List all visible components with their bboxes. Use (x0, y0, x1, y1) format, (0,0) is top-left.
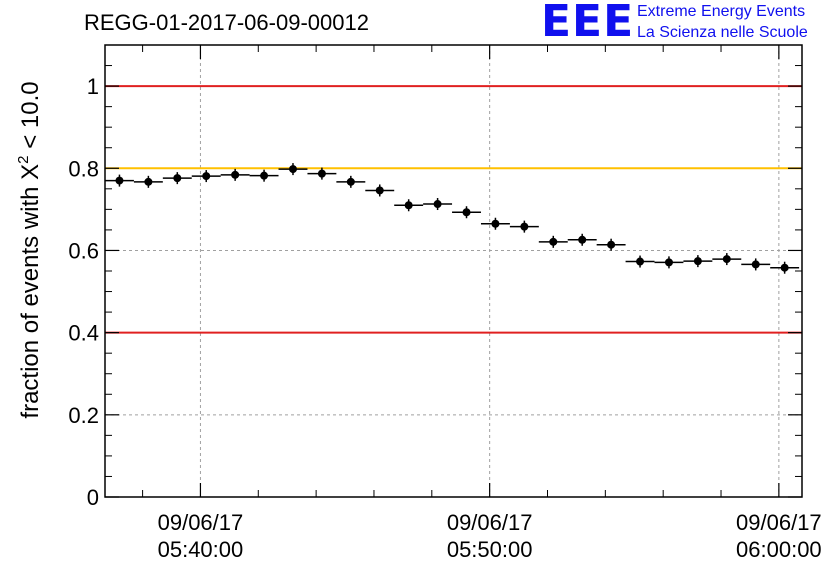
y-tick-label-4: 0.8 (68, 156, 99, 181)
data-series (105, 163, 800, 274)
y-tick-label-0: 0 (87, 485, 99, 510)
data-marker-12 (462, 208, 471, 217)
data-point-12 (452, 206, 481, 219)
data-point-13 (480, 217, 510, 230)
data-marker-10 (404, 201, 413, 210)
data-point-3 (191, 170, 221, 183)
data-marker-2 (173, 174, 182, 183)
logo-line-1: Extreme Energy Events (637, 3, 806, 20)
reference-lines (105, 85, 802, 334)
data-marker-9 (375, 186, 384, 195)
x-tick-label-date-2: 09/06/17 (736, 510, 822, 535)
plot-frame (104, 44, 803, 498)
data-point-20 (683, 255, 713, 268)
y-tick-labels: 0 0.2 0.4 0.6 0.8 1 (68, 74, 99, 510)
plot-border (104, 44, 803, 498)
data-point-18 (625, 255, 655, 268)
data-point-4 (220, 168, 250, 181)
data-marker-11 (433, 200, 442, 209)
data-marker-21 (722, 255, 731, 264)
data-point-11 (423, 198, 453, 211)
y-tick-label-2: 0.4 (68, 321, 99, 346)
y-tick-label-1: 0.2 (68, 403, 99, 428)
data-marker-19 (664, 258, 673, 267)
data-point-17 (596, 238, 626, 251)
data-marker-14 (520, 222, 529, 231)
data-point-16 (567, 233, 597, 246)
data-marker-16 (578, 235, 587, 244)
data-point-8 (336, 175, 366, 188)
y-tick-label-5: 1 (87, 74, 99, 99)
data-marker-23 (780, 263, 789, 272)
data-point-7 (307, 167, 337, 180)
data-point-21 (712, 253, 742, 266)
data-marker-18 (636, 257, 645, 266)
y-axis-label-tail: < 10.0 (17, 81, 44, 155)
data-marker-0 (115, 176, 124, 185)
data-point-15 (538, 235, 568, 248)
data-marker-4 (231, 170, 240, 179)
data-marker-20 (693, 257, 702, 266)
y-axis-label: fraction of events with X2 < 10.0 (15, 81, 44, 418)
logo-line-2: La Scienza nelle Scuole (637, 24, 808, 41)
x-tick-label-time-1: 05:50:00 (447, 537, 533, 562)
data-marker-7 (317, 169, 326, 178)
y-tick-label-3: 0.6 (68, 238, 99, 263)
grid (105, 45, 802, 497)
y-axis-label-superscript: 2 (15, 155, 32, 163)
x-tick-label-time-2: 06:00:00 (736, 537, 822, 562)
data-point-14 (509, 220, 539, 233)
eee-logo-mark: EEE (541, 0, 635, 47)
data-marker-5 (260, 171, 269, 180)
data-point-2 (162, 172, 192, 185)
data-point-9 (365, 184, 395, 197)
data-marker-15 (549, 237, 558, 246)
chart-title: REGG-01-2017-06-09-00012 (84, 10, 369, 35)
data-point-1 (133, 175, 163, 188)
data-marker-1 (144, 177, 153, 186)
x-tick-label-date-0: 09/06/17 (158, 510, 244, 535)
data-marker-6 (288, 165, 297, 174)
data-point-0 (105, 174, 134, 187)
data-point-5 (249, 169, 279, 182)
data-marker-3 (202, 172, 211, 181)
data-point-19 (654, 256, 684, 269)
x-tick-labels: 09/06/1705:40:0009/06/1705:50:0009/06/17… (158, 510, 822, 562)
data-marker-22 (751, 260, 760, 269)
data-marker-8 (346, 177, 355, 186)
data-point-6 (278, 163, 308, 176)
x-tick-label-time-0: 05:40:00 (158, 537, 244, 562)
data-point-23 (770, 261, 800, 274)
y-axis-label-main: fraction of events with X (17, 164, 44, 419)
data-marker-13 (491, 219, 500, 228)
data-point-10 (394, 199, 424, 212)
data-marker-17 (607, 240, 616, 249)
data-point-22 (741, 258, 771, 271)
x-tick-label-date-1: 09/06/17 (447, 510, 533, 535)
